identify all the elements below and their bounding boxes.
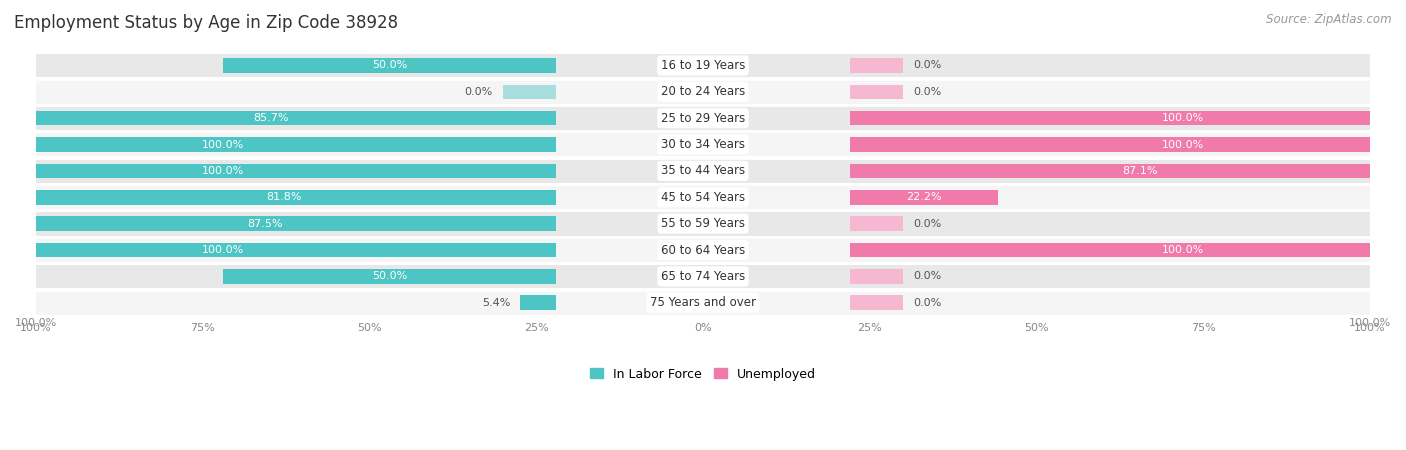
Bar [849, 296, 903, 310]
Text: Employment Status by Age in Zip Code 38928: Employment Status by Age in Zip Code 389… [14, 14, 398, 32]
Text: 87.1%: 87.1% [1122, 166, 1159, 176]
Text: 81.8%: 81.8% [266, 192, 301, 202]
Bar [0, 111, 557, 126]
Bar [37, 291, 1369, 315]
Text: 65 to 74 Years: 65 to 74 Years [661, 270, 745, 283]
Text: 100.0%: 100.0% [1348, 318, 1391, 328]
Text: 0.0%: 0.0% [912, 87, 941, 97]
Text: 5.4%: 5.4% [482, 298, 510, 308]
Text: 50.0%: 50.0% [373, 271, 408, 281]
Bar [849, 164, 1406, 178]
Bar [849, 111, 1406, 126]
Bar [849, 137, 1406, 152]
Text: 16 to 19 Years: 16 to 19 Years [661, 59, 745, 72]
Text: 85.7%: 85.7% [253, 113, 288, 123]
Bar [0, 243, 557, 257]
Bar [849, 58, 903, 73]
Bar [37, 133, 1369, 157]
Bar [849, 269, 903, 284]
Text: 20 to 24 Years: 20 to 24 Years [661, 86, 745, 99]
Bar [0, 216, 557, 231]
Bar [37, 106, 1369, 130]
Legend: In Labor Force, Unemployed: In Labor Force, Unemployed [585, 363, 821, 386]
Bar [0, 137, 557, 152]
Bar [520, 296, 557, 310]
Text: 100.0%: 100.0% [1161, 113, 1205, 123]
Text: 30 to 34 Years: 30 to 34 Years [661, 138, 745, 151]
Text: 75 Years and over: 75 Years and over [650, 296, 756, 309]
Bar [37, 212, 1369, 235]
Bar [849, 190, 998, 205]
Text: 100.0%: 100.0% [201, 166, 245, 176]
Text: 0.0%: 0.0% [912, 219, 941, 229]
Text: Source: ZipAtlas.com: Source: ZipAtlas.com [1267, 14, 1392, 27]
Text: 45 to 54 Years: 45 to 54 Years [661, 191, 745, 204]
Bar [11, 190, 557, 205]
Bar [37, 185, 1369, 209]
Bar [37, 238, 1369, 262]
Text: 0.0%: 0.0% [465, 87, 494, 97]
Text: 60 to 64 Years: 60 to 64 Years [661, 243, 745, 256]
Text: 100.0%: 100.0% [201, 245, 245, 255]
Bar [222, 269, 557, 284]
Text: 22.2%: 22.2% [905, 192, 942, 202]
Bar [849, 216, 903, 231]
Text: 100.0%: 100.0% [1161, 140, 1205, 149]
Bar [37, 54, 1369, 77]
Text: 0.0%: 0.0% [912, 60, 941, 71]
Bar [849, 243, 1406, 257]
Text: 35 to 44 Years: 35 to 44 Years [661, 164, 745, 177]
Bar [37, 265, 1369, 288]
Text: 100.0%: 100.0% [15, 318, 58, 328]
Text: 0.0%: 0.0% [912, 298, 941, 308]
Text: 50.0%: 50.0% [373, 60, 408, 71]
Text: 100.0%: 100.0% [1161, 245, 1205, 255]
Bar [503, 85, 557, 99]
Text: 0.0%: 0.0% [912, 271, 941, 281]
Text: 55 to 59 Years: 55 to 59 Years [661, 217, 745, 230]
Text: 87.5%: 87.5% [247, 219, 283, 229]
Bar [222, 58, 557, 73]
Bar [849, 85, 903, 99]
Text: 25 to 29 Years: 25 to 29 Years [661, 112, 745, 125]
Bar [37, 159, 1369, 183]
Bar [0, 164, 557, 178]
Bar [37, 80, 1369, 104]
Text: 100.0%: 100.0% [201, 140, 245, 149]
